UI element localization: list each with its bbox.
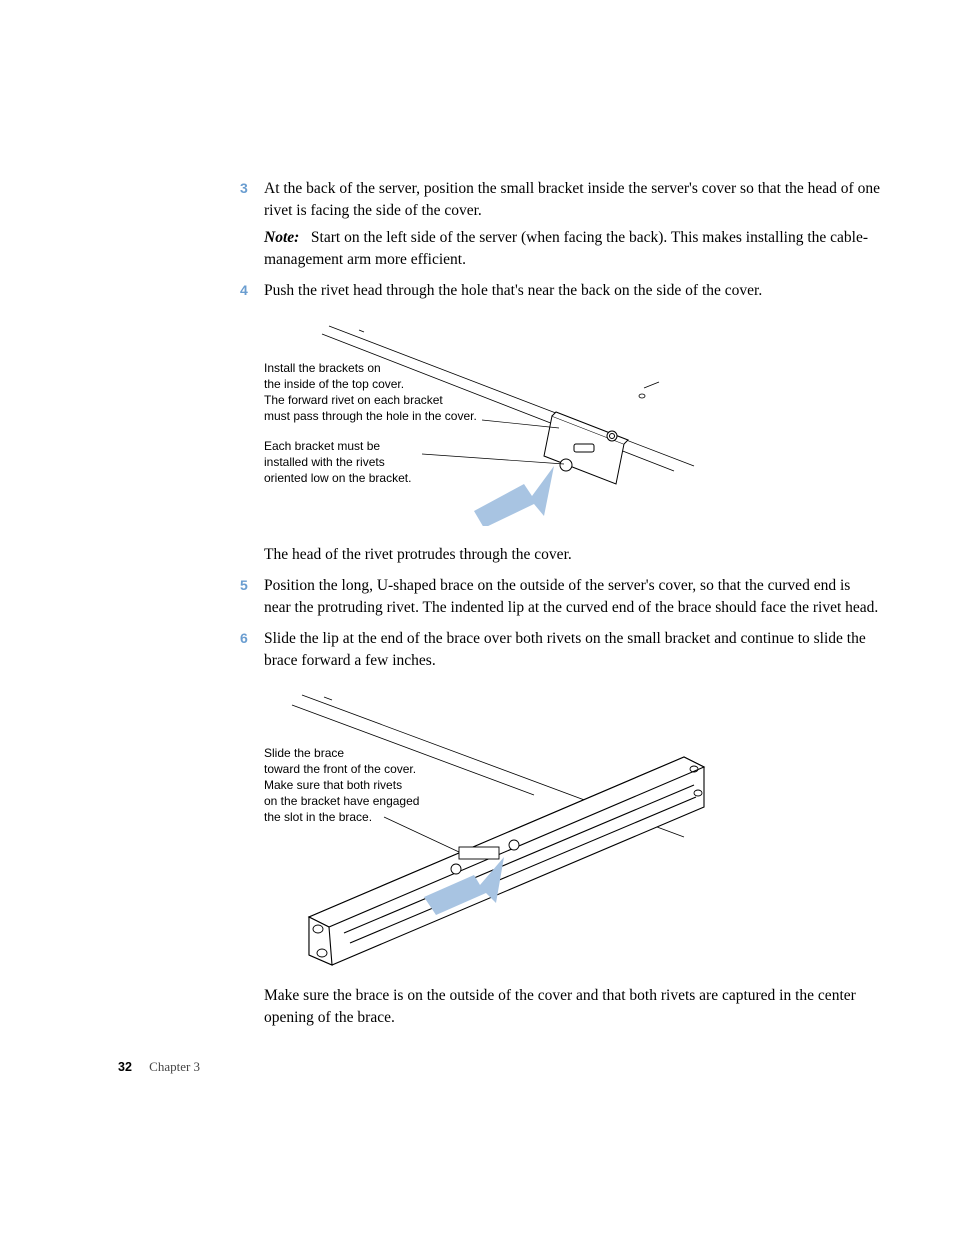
step-text: Push the rivet head through the hole tha… <box>264 280 880 302</box>
step-number: 4 <box>240 280 264 302</box>
step-3: 3 At the back of the server, position th… <box>240 178 880 272</box>
f1-callout-b-l2: installed with the rivets <box>264 455 385 469</box>
step-number: 6 <box>240 628 264 673</box>
chapter-label: Chapter 3 <box>149 1059 200 1074</box>
f1-callout-b-l1: Each bracket must be <box>264 439 380 453</box>
step-6: 6 Slide the lip at the end of the brace … <box>240 628 880 673</box>
note-label: Note: <box>264 229 299 246</box>
step-4-continuation: The head of the rivet protrudes through … <box>264 544 880 566</box>
f2-callout-l5: the slot in the brace. <box>264 810 372 824</box>
page-footer: 32 Chapter 3 <box>118 1059 200 1075</box>
step-4: 4 Push the rivet head through the hole t… <box>240 280 880 302</box>
step-text: Position the long, U-shaped brace on the… <box>264 575 880 620</box>
step-number: 3 <box>240 178 264 272</box>
f1-callout-a-l3: The forward rivet on each bracket <box>264 393 443 407</box>
page-content: 3 At the back of the server, position th… <box>240 178 880 1038</box>
figure-1: Install the brackets on the inside of th… <box>264 316 880 526</box>
note-text <box>303 229 311 246</box>
step-6-continuation: Make sure the brace is on the outside of… <box>264 985 880 1030</box>
step-text: At the back of the server, position the … <box>264 180 880 219</box>
step-body: At the back of the server, position the … <box>264 178 880 272</box>
step-text: Slide the lip at the end of the brace ov… <box>264 628 880 673</box>
f1-callout-a-l1: Install the brackets on <box>264 361 381 375</box>
figure-2: Slide the brace toward the front of the … <box>264 687 880 967</box>
f1-callout-a-l4: must pass through the hole in the cover. <box>264 409 477 423</box>
note-body: Start on the left side of the server (wh… <box>264 229 868 268</box>
figure-2-svg: Slide the brace toward the front of the … <box>264 687 744 967</box>
f2-callout-l4: on the bracket have engaged <box>264 794 419 808</box>
f1-callout-b-l3: oriented low on the bracket. <box>264 471 411 485</box>
figure-1-svg: Install the brackets on the inside of th… <box>264 316 744 526</box>
f2-callout-l1: Slide the brace <box>264 746 344 760</box>
svg-text:Slide the brace toward: Slide the brace toward the front of the … <box>264 746 423 824</box>
page-number: 32 <box>118 1060 132 1074</box>
f1-callout-a-l2: the inside of the top cover. <box>264 377 404 391</box>
f2-callout-l2: toward the front of the cover. <box>264 762 416 776</box>
f2-callout-l3: Make sure that both rivets <box>264 778 402 792</box>
step-number: 5 <box>240 575 264 620</box>
step-5: 5 Position the long, U-shaped brace on t… <box>240 575 880 620</box>
svg-text:Each bracket must be i: Each bracket must be installed with the … <box>264 439 411 485</box>
